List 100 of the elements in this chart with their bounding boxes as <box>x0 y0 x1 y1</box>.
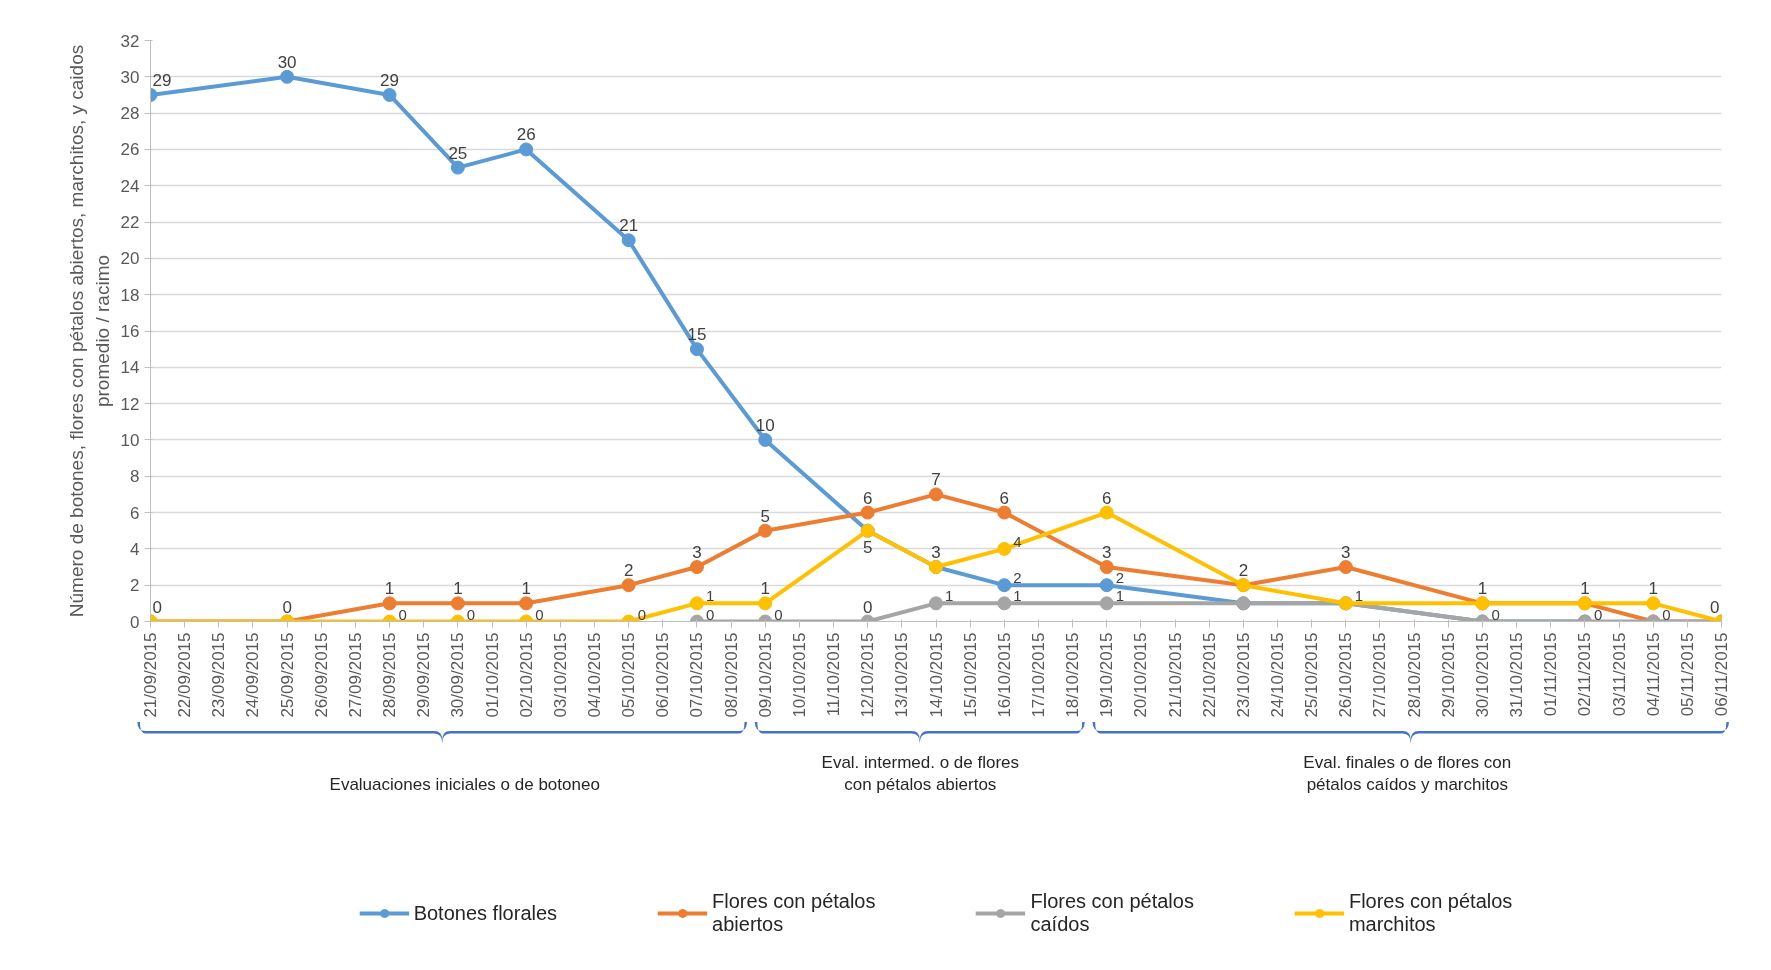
data-label: 0 <box>862 597 873 617</box>
data-label: 26 <box>516 125 536 145</box>
data-label: 29 <box>152 70 172 90</box>
data-label: 0 <box>705 605 715 623</box>
data-label: 1 <box>453 579 463 599</box>
x-tick-label: 25/09/2015 <box>277 632 297 718</box>
y-tick-label: 12 <box>120 394 140 414</box>
x-tick-label: 30/09/2015 <box>448 632 468 718</box>
y-tick-label: 18 <box>120 285 140 305</box>
data-label: 2 <box>1013 569 1022 587</box>
data-label: 0 <box>535 605 544 623</box>
data-label: 1 <box>1354 587 1364 605</box>
y-tick-label: 24 <box>120 176 140 196</box>
y-tick-label: 4 <box>130 539 140 559</box>
x-tick-label: 28/09/2015 <box>380 632 400 718</box>
data-label: 1 <box>945 587 954 605</box>
x-tick-label: 06/10/2015 <box>653 632 673 718</box>
x-tick-label: 16/10/2015 <box>994 632 1014 718</box>
data-label: 5 <box>862 537 873 557</box>
data-label: 15 <box>687 325 707 345</box>
x-tick-label: 27/09/2015 <box>345 632 365 718</box>
data-label: 6 <box>862 488 873 508</box>
x-tick-label: 29/10/2015 <box>1438 632 1458 718</box>
x-tick-label: 05/10/2015 <box>619 632 639 718</box>
y-tick-label: 26 <box>120 140 140 160</box>
y-tick-label: 0 <box>130 612 140 632</box>
x-tick-label: 04/11/2015 <box>1643 632 1663 717</box>
data-label: 0 <box>398 605 407 623</box>
x-tick-label: 23/09/2015 <box>209 632 229 718</box>
data-label: 0 <box>152 597 162 617</box>
data-label: 3 <box>692 543 702 563</box>
x-tick-label: 29/09/2015 <box>414 632 434 718</box>
x-tick-label: 24/10/2015 <box>1268 632 1288 718</box>
data-label: 1 <box>521 579 531 599</box>
data-label: 29 <box>380 70 400 90</box>
x-tick-label: 09/10/2015 <box>755 632 775 718</box>
data-label: 5 <box>760 506 770 526</box>
data-label: 1 <box>760 579 770 599</box>
x-tick-label: 04/10/2015 <box>584 632 604 718</box>
y-tick-label: 2 <box>130 576 140 596</box>
x-tick-label: 31/10/2015 <box>1507 632 1527 718</box>
data-label: 25 <box>448 143 468 163</box>
x-tick-label: 18/10/2015 <box>1063 632 1083 718</box>
x-tick-label: 03/10/2015 <box>550 632 570 718</box>
x-tick-label: 20/10/2015 <box>1131 632 1151 718</box>
x-tick-label: 24/09/2015 <box>243 632 263 718</box>
data-label: 2 <box>1115 569 1125 587</box>
data-label: 1 <box>705 587 715 605</box>
x-tick-label: 17/10/2015 <box>1028 632 1048 718</box>
data-label: 10 <box>755 415 775 435</box>
data-label: 0 <box>466 605 476 623</box>
data-label: 0 <box>1662 605 1671 623</box>
x-tick-label: 28/10/2015 <box>1404 632 1424 718</box>
legend-label: Flores con pétalos abiertos <box>712 890 876 936</box>
data-label: 2 <box>1238 561 1249 581</box>
x-tick-label: 22/10/2015 <box>1199 632 1219 718</box>
x-tick-label: 01/10/2015 <box>482 632 502 718</box>
data-label: 1 <box>384 579 395 599</box>
y-tick-label: 20 <box>120 249 140 269</box>
x-tick-label: 02/10/2015 <box>516 632 536 718</box>
x-tick-label: 13/10/2015 <box>892 632 912 718</box>
data-label: 30 <box>277 52 297 72</box>
x-tick-label: 26/09/2015 <box>311 632 331 718</box>
data-label: 1 <box>1648 579 1658 599</box>
x-tick-label: 07/10/2015 <box>687 632 707 718</box>
text: Evaluaciones iniciales o de botoneo <box>329 774 600 794</box>
y-tick-label: 32 <box>120 31 140 51</box>
data-label: 0 <box>1491 605 1500 623</box>
legend-label: Botones florales <box>413 901 558 925</box>
legend-label: Flores con pétalos marchitos <box>1348 890 1513 936</box>
x-tick-label: 05/11/2015 <box>1677 632 1697 717</box>
y-axis-title: Número de botones, flores con pétalos abiertos, marchitos, y caidos promedio / racimo <box>66 44 113 618</box>
data-label: 21 <box>619 216 639 236</box>
x-tick-label: 26/10/2015 <box>1336 632 1356 718</box>
data-label: 3 <box>1102 543 1112 563</box>
x-tick-label: 27/10/2015 <box>1370 632 1390 718</box>
data-label: 1 <box>1477 579 1488 599</box>
data-label: 1 <box>1580 579 1590 599</box>
data-label: 3 <box>1341 543 1351 563</box>
y-tick-label: 8 <box>130 467 140 487</box>
text: Eval. finales o de flores con pétalos caídos y marchitos <box>1303 752 1512 795</box>
data-label: 0 <box>774 605 783 623</box>
x-tick-label: 23/10/2015 <box>1233 632 1253 718</box>
y-tick-label: 6 <box>130 503 140 523</box>
data-label: 6 <box>999 488 1010 508</box>
x-tick-label: 19/10/2015 <box>1097 632 1117 718</box>
x-tick-label: 15/10/2015 <box>960 632 980 718</box>
data-label: 0 <box>1710 597 1720 617</box>
data-label: 3 <box>931 543 941 563</box>
x-tick-label: 21/09/2015 <box>141 632 160 718</box>
x-tick-label: 02/11/2015 <box>1575 632 1595 717</box>
data-label: 0 <box>282 597 292 617</box>
x-tick-label: 12/10/2015 <box>858 632 878 718</box>
x-tick-label: 30/10/2015 <box>1472 632 1492 718</box>
x-tick-label: 01/11/2015 <box>1541 632 1561 717</box>
x-tick-label: 22/09/2015 <box>175 632 195 718</box>
data-label: 6 <box>1102 488 1112 508</box>
y-tick-label: 10 <box>120 430 140 450</box>
x-tick-label: 11/10/2015 <box>824 632 844 717</box>
x-tick-label: 14/10/2015 <box>926 632 946 718</box>
